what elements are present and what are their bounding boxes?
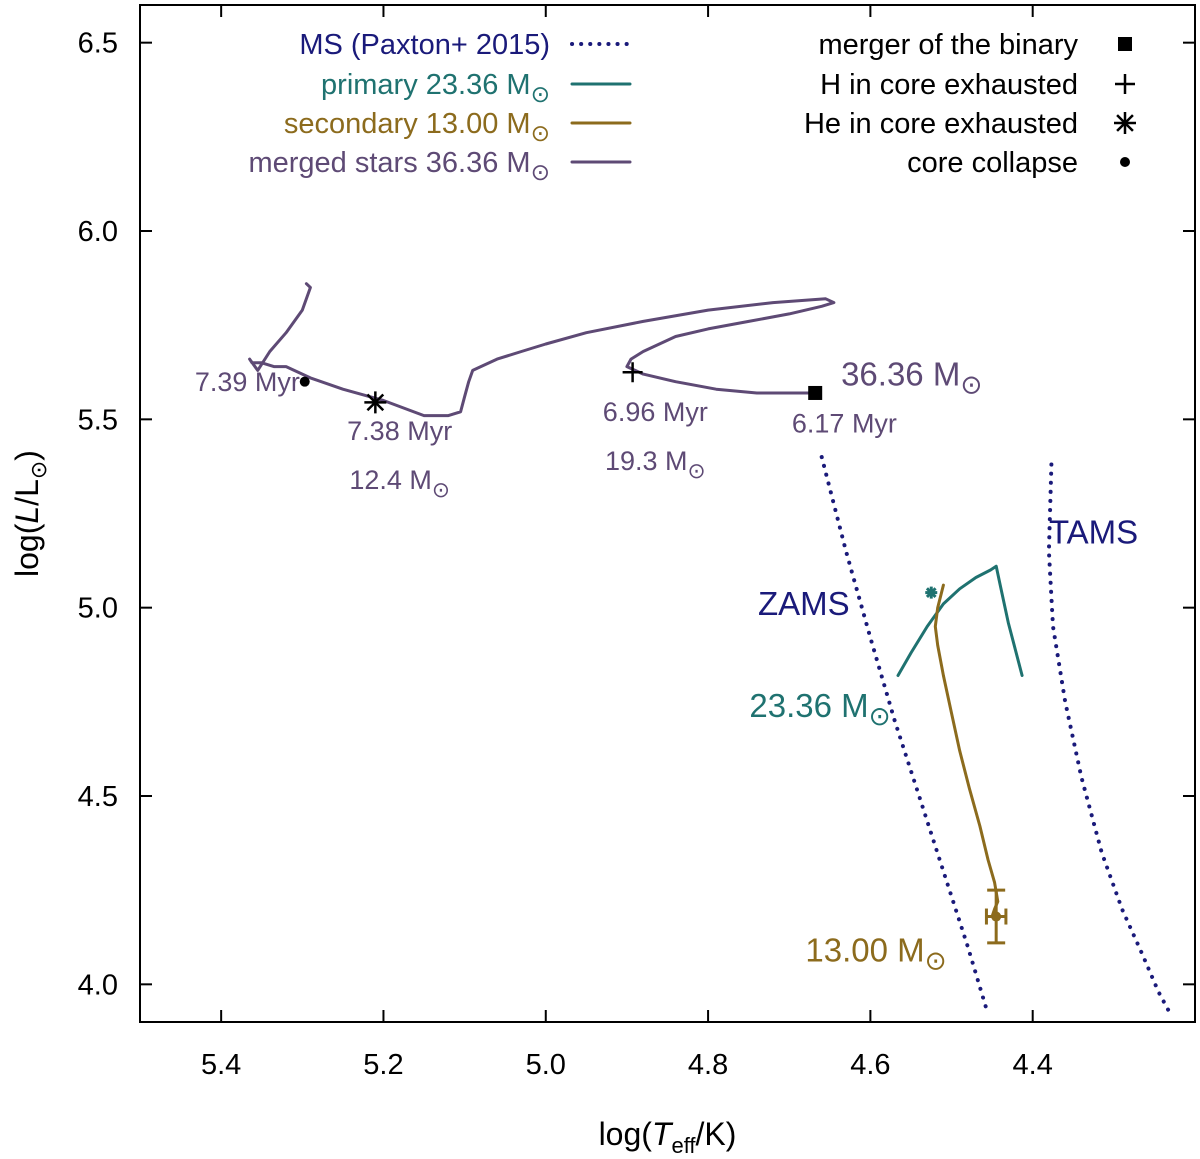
series-secondary (933, 583, 1000, 918)
legend-swatch-asterisk (1114, 112, 1136, 134)
y-tick-label: 4.0 (78, 969, 118, 1001)
legend-label-plus: H in core exhausted (820, 69, 1078, 101)
series-primary (896, 564, 1024, 677)
annot-36-36-msun: 36.36 M⊙ (841, 355, 982, 399)
series-tams (1046, 462, 1173, 1017)
x-axis-title: log(Teff/K) (599, 1116, 737, 1158)
he-exhausted-marker (364, 391, 387, 414)
y-tick-label: 4.5 (78, 781, 118, 813)
annot-13-00-msun: 13.00 M⊙ (805, 932, 946, 976)
legend-swatch-dot-shape (1120, 157, 1130, 167)
legend-swatch-square-shape (1118, 37, 1132, 51)
series-merged (248, 282, 836, 418)
annot-6-17-myr: 6.17 Myr (792, 409, 897, 439)
legend-swatch-dot (1120, 157, 1130, 167)
annot-6-96-myr: 6.96 Myr (603, 397, 708, 427)
core-collapse-marker (299, 376, 310, 387)
core-collapse-marker-shape (299, 376, 310, 387)
plot-frame (139, 4, 1196, 1023)
merger-marker-shape (808, 385, 823, 400)
y-tick-label: 6.0 (78, 216, 118, 248)
x-tick-label: 4.6 (850, 1049, 890, 1081)
x-tick-label: 5.0 (526, 1049, 566, 1081)
annot-23-36-msun: 23.36 M⊙ (749, 687, 890, 731)
y-tick-label: 5.0 (78, 593, 118, 625)
error-point-dot (991, 911, 1002, 922)
legend-swatch-asterisk-d2 (1116, 114, 1134, 132)
y-axis-title: log(L/L⊙) (9, 450, 51, 577)
h-exhausted-marker (622, 362, 643, 383)
legend-label-square: merger of the binary (818, 29, 1078, 61)
legend-label-primary: primary 23.36 M⊙ (321, 69, 550, 107)
legend-swatch-plus (1115, 74, 1135, 94)
x-tick-label: 5.2 (363, 1049, 403, 1081)
primary-small-marker-d2 (925, 587, 937, 598)
legend-swatch-square (1118, 37, 1132, 51)
primary-small-marker (925, 586, 938, 599)
x-tick-label: 4.4 (1013, 1049, 1053, 1081)
x-tick-label: 5.4 (201, 1049, 241, 1081)
legend-label-secondary: secondary 13.00 M⊙ (284, 108, 550, 146)
legend-label-dot: core collapse (907, 147, 1078, 179)
marker-layer (299, 362, 1008, 945)
legend-label-asterisk: He in core exhausted (804, 108, 1078, 140)
annot-19-3-msun: 19.3 M⊙ (605, 446, 706, 483)
y-tick-label: 5.5 (78, 404, 118, 436)
y-tick-label: 6.5 (78, 28, 118, 60)
legend: MS (Paxton+ 2015) primary 23.36 M⊙seconda… (248, 29, 1136, 185)
merger-marker (808, 385, 823, 400)
legend-label-merged: merged stars 36.36 M⊙ (248, 147, 550, 185)
annot-zams: ZAMS (758, 585, 850, 622)
annot-12-4-msun: 12.4 M⊙ (349, 465, 450, 502)
secondary-observed-point (984, 888, 1008, 945)
annot-7-38-myr: 7.38 Myr (347, 416, 452, 446)
annot-7-39-myr: 7.39 Myr (195, 367, 300, 397)
axes: 5.4 5.2 5.0 4.8 4.6 4.4 4.0 4.5 5.0 5.5 6.0 6.5 log(… (9, 4, 1196, 1158)
he-exhausted-marker-d2 (366, 393, 385, 412)
legend-label-ms: MS (Paxton+ 2015) (299, 29, 550, 61)
annot-tams: TAMS (1049, 514, 1138, 551)
x-tick-label: 4.8 (688, 1049, 728, 1081)
series-layer (248, 282, 1173, 1017)
annotation-layer: 7.39 Myr 7.38 Myr 12.4 M⊙ 6.96 Myr 19.3 M⊙ 6.… (195, 355, 1138, 975)
